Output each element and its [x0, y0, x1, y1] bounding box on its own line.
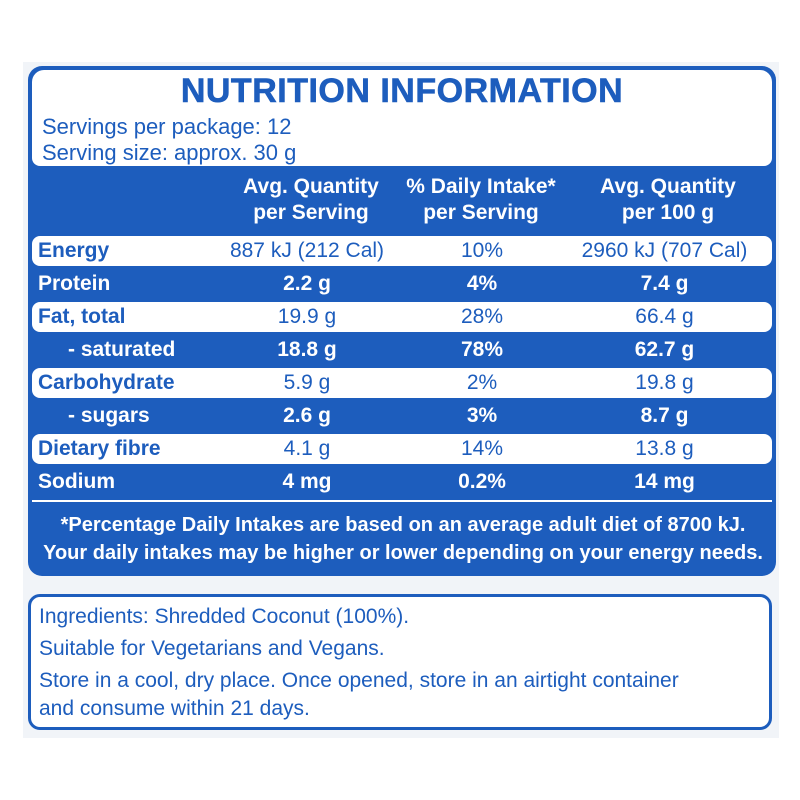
ingredients-text: Ingredients: Shredded Coconut (100%).	[39, 605, 410, 628]
nutrient-name: Energy	[38, 239, 110, 262]
footnote-line-1: *Percentage Daily Intakes are based on a…	[60, 514, 746, 536]
column-header-per-serving: Avg. Quantity per Serving	[243, 175, 379, 224]
daily-intake-value: 4%	[466, 272, 498, 295]
dietary-suitability-text: Suitable for Vegetarians and Vegans.	[39, 637, 385, 660]
per-100g-value: 13.8 g	[635, 437, 694, 460]
per-serving-value: 2.2 g	[283, 272, 331, 295]
daily-intake-value: 28%	[460, 305, 504, 328]
column-header-per-100g: Avg. Quantity per 100 g	[600, 175, 736, 224]
nutrient-name: Protein	[38, 272, 111, 295]
nutrient-row-energy: Energy 887 kJ (212 Cal) 10% 2960 kJ (707…	[32, 236, 772, 266]
per-100g-value: 14 mg	[634, 470, 695, 493]
serving-size: Serving size: approx. 30 g	[42, 140, 297, 165]
per-100g-value: 19.8 g	[635, 371, 694, 394]
nutrient-name: Sodium	[38, 470, 115, 493]
nutrient-row-sodium: Sodium 4 mg 0.2% 14 mg	[32, 467, 772, 497]
per-serving-value: 4 mg	[282, 470, 332, 493]
nutrient-row-sugars: - sugars 2.6 g 3% 8.7 g	[32, 401, 772, 431]
servings-per-package: Servings per package: 12	[42, 114, 292, 139]
daily-intake-value: 0.2%	[458, 470, 506, 493]
per-serving-value: 887 kJ (212 Cal)	[229, 239, 385, 262]
per-100g-value: 62.7 g	[634, 338, 695, 361]
nutrient-row-carbohydrate: Carbohydrate 5.9 g 2% 19.8 g	[32, 368, 772, 398]
nutrient-row-protein: Protein 2.2 g 4% 7.4 g	[32, 269, 772, 299]
per-serving-value: 5.9 g	[283, 371, 331, 394]
nutrient-name: Carbohydrate	[38, 371, 175, 394]
nutrient-name: Dietary fibre	[38, 437, 161, 460]
nutrient-row-dietary-fibre: Dietary fibre 4.1 g 14% 13.8 g	[32, 434, 772, 464]
column-header-daily-intake: % Daily Intake* per Serving	[406, 175, 556, 224]
footnote-divider	[32, 500, 772, 502]
daily-intake-value: 3%	[466, 404, 498, 427]
daily-intake-value: 78%	[460, 338, 504, 361]
nutrient-row-saturated: - saturated 18.8 g 78% 62.7 g	[32, 335, 772, 365]
per-serving-value: 19.9 g	[277, 305, 337, 328]
daily-intake-value: 10%	[460, 239, 504, 262]
per-serving-value: 4.1 g	[283, 437, 331, 460]
per-100g-value: 7.4 g	[640, 272, 689, 295]
per-100g-value: 66.4 g	[635, 305, 694, 328]
nutrient-name: Fat, total	[38, 305, 126, 328]
storage-text-continued: and consume within 21 days.	[39, 697, 310, 720]
nutrition-panel: NUTRITION INFORMATION Servings per packa…	[28, 66, 776, 576]
per-100g-value: 2960 kJ (707 Cal)	[581, 239, 748, 262]
nutrient-name: - saturated	[68, 338, 176, 361]
panel-title: NUTRITION INFORMATION	[180, 72, 624, 111]
per-serving-value: 2.6 g	[283, 404, 331, 427]
per-serving-value: 18.8 g	[277, 338, 337, 361]
footnote-line-2: Your daily intakes may be higher or lowe…	[43, 542, 763, 564]
nutrient-name: - sugars	[68, 404, 150, 427]
daily-intake-value: 2%	[466, 371, 498, 394]
nutrient-row-fat-total: Fat, total 19.9 g 28% 66.4 g	[32, 302, 772, 332]
ingredients-box: Ingredients: Shredded Coconut (100%). Su…	[28, 594, 772, 730]
daily-intake-value: 14%	[460, 437, 504, 460]
per-100g-value: 8.7 g	[640, 404, 689, 427]
panel-header: NUTRITION INFORMATION Servings per packa…	[32, 70, 772, 166]
storage-text: Store in a cool, dry place. Once opened,…	[39, 669, 679, 692]
